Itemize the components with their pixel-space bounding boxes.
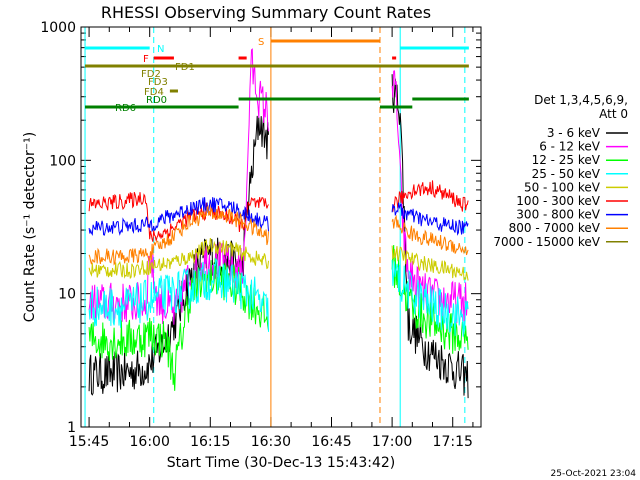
legend-label-300-800-kev: 300 - 800 keV (516, 208, 600, 222)
series-line-6-12-kev-1 (391, 70, 469, 325)
flag-label-f: F (143, 54, 149, 65)
legend-title: Det 1,3,4,5,6,9, (534, 93, 628, 107)
series-line-800-7000-kev-1 (391, 214, 469, 256)
series-25-50-kev (88, 257, 469, 337)
x-axis-label: Start Time (30-Dec-13 15:43:42) (167, 455, 395, 471)
legend-label-7000-15000-kev: 7000 - 15000 keV (493, 235, 600, 249)
x-tick-label-1: 16:00 (130, 434, 170, 450)
x-tick-label-6: 17:15 (433, 434, 473, 450)
x-tick-label-0: 15:45 (69, 434, 109, 450)
flag-label-fd2: FD2 (141, 69, 161, 80)
legend-label-6-12-kev: 6 - 12 keV (539, 140, 601, 154)
series-line-300-800-kev-1 (391, 202, 469, 236)
legend-label-800-7000-kev: 800 - 7000 keV (509, 221, 601, 235)
plot-area: 15:45 16:00 16:15 16:30 16:45 17:00 17:15 1 10 10… (40, 20, 481, 450)
x-tick-label-3: 16:30 (251, 434, 291, 450)
flag-label-fd3: FD3 (148, 77, 168, 88)
legend-label-3-6-kev: 3 - 6 keV (547, 126, 601, 140)
series-line-3-6-kev-1 (391, 74, 469, 399)
y-tick-label-2: 100 (49, 153, 76, 169)
series-line-25-50-kev-1 (391, 260, 469, 337)
legend-subtitle: Att 0 (599, 107, 628, 121)
x-tick-label-2: 16:15 (190, 434, 230, 450)
legend-label-100-300-kev: 100 - 300 keV (516, 194, 600, 208)
series-300-800-kev (88, 197, 469, 237)
flag-label-n: N (157, 44, 164, 55)
plot-frame (80, 26, 482, 428)
flag-label-rd0: RD0 (146, 95, 167, 106)
series-line-100-300-kev-1 (391, 180, 469, 213)
x-tick-label-4: 16:45 (311, 434, 351, 450)
series-line-50-100-kev-0 (88, 237, 269, 280)
y-axis-label: Count Rate (s⁻¹ detector⁻¹) (22, 132, 38, 322)
flag-label-s: S (258, 37, 264, 48)
legend-label-50-100-kev: 50 - 100 keV (524, 180, 601, 194)
series-line-800-7000-kev-0 (88, 204, 269, 266)
series-50-100-kev (88, 237, 469, 281)
y-tick-label-3: 1000 (40, 20, 76, 36)
y-tick-label-0: 1 (67, 420, 76, 436)
legend-label-12-25-kev: 12 - 25 keV (532, 153, 601, 167)
series-line-50-100-kev-1 (391, 245, 469, 281)
footer-date: 25-Oct-2021 23:04 (551, 469, 637, 479)
y-tick-label-1: 10 (58, 287, 76, 303)
legend-label-25-50-kev: 25 - 50 keV (532, 167, 601, 181)
series-3-6-kev (88, 74, 469, 399)
chart-title: RHESSI Observing Summary Count Rates (101, 3, 431, 22)
series-line-300-800-kev-0 (88, 197, 269, 237)
series-line-12-25-kev-0 (88, 258, 269, 391)
x-tick-label-5: 17:00 (372, 434, 412, 450)
series-line-25-50-kev-0 (88, 257, 269, 332)
series-800-7000-kev (88, 204, 469, 266)
flag-label-fd4: FD4 (144, 87, 164, 98)
